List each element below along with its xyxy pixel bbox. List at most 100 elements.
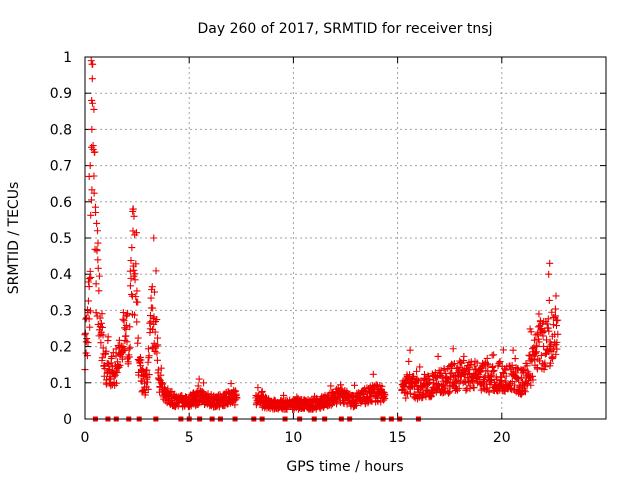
data-point xyxy=(129,227,137,235)
data-point xyxy=(232,390,240,398)
data-point xyxy=(406,389,414,397)
data-point xyxy=(544,315,552,323)
data-point xyxy=(532,331,540,339)
data-point xyxy=(93,247,101,255)
data-point xyxy=(95,287,103,295)
data-point xyxy=(123,311,131,319)
data-point xyxy=(98,310,106,318)
data-point xyxy=(552,312,560,320)
data-point xyxy=(94,256,102,264)
data-point xyxy=(102,347,110,355)
data-point xyxy=(119,315,127,323)
data-point xyxy=(130,212,138,220)
data-point xyxy=(110,373,118,381)
data-point xyxy=(361,388,369,396)
data-point xyxy=(119,308,127,316)
data-point xyxy=(450,360,458,368)
data-point xyxy=(502,372,510,380)
data-point xyxy=(144,385,152,393)
data-point xyxy=(153,349,161,357)
x-tick-label: 10 xyxy=(284,430,302,446)
data-point xyxy=(490,366,498,374)
data-point xyxy=(87,273,95,281)
data-point xyxy=(151,288,159,296)
data-point xyxy=(144,345,152,353)
data-point xyxy=(134,298,142,306)
data-point xyxy=(152,267,160,275)
data-point xyxy=(94,239,102,247)
x-tick-label: 20 xyxy=(493,430,511,446)
data-point xyxy=(372,381,380,389)
data-point xyxy=(157,379,165,387)
data-point xyxy=(88,75,96,83)
data-point xyxy=(351,381,359,389)
data-point xyxy=(337,381,345,389)
data-point xyxy=(96,314,104,322)
data-point xyxy=(509,346,517,354)
data-point xyxy=(129,205,137,213)
data-point xyxy=(378,382,386,390)
data-point xyxy=(427,393,435,401)
data-point xyxy=(493,375,501,383)
data-point xyxy=(537,324,545,332)
data-point xyxy=(144,358,152,366)
data-point xyxy=(533,343,541,351)
data-point xyxy=(86,323,94,331)
data-point xyxy=(112,379,120,387)
data-point xyxy=(108,363,116,371)
data-point xyxy=(545,270,553,278)
data-point xyxy=(449,361,457,369)
data-point xyxy=(92,309,100,317)
data-point xyxy=(553,338,561,346)
data-point xyxy=(460,352,468,360)
data-point xyxy=(485,388,493,396)
chart-title: Day 260 of 2017, SRMTID for receiver tns… xyxy=(198,21,493,37)
data-point xyxy=(132,293,140,301)
y-tick-label: 0.8 xyxy=(50,122,72,138)
y-tick-label: 0.2 xyxy=(50,340,72,356)
data-point xyxy=(143,366,151,374)
data-point xyxy=(200,379,208,387)
data-point xyxy=(157,364,165,372)
data-point xyxy=(513,374,521,382)
data-point xyxy=(204,390,212,398)
data-point xyxy=(528,357,536,365)
data-point xyxy=(258,388,266,396)
data-point xyxy=(133,229,140,237)
data-point xyxy=(484,361,492,369)
data-point xyxy=(154,341,162,349)
data-point xyxy=(497,373,505,381)
data-point xyxy=(549,321,557,329)
data-point xyxy=(553,345,561,353)
data-point xyxy=(381,395,389,403)
data-point xyxy=(92,280,100,288)
data-point xyxy=(90,105,98,113)
data-point xyxy=(416,363,424,371)
data-point xyxy=(132,260,140,268)
data-point xyxy=(119,343,127,351)
data-point xyxy=(149,304,157,312)
data-point xyxy=(499,346,507,354)
data-point xyxy=(86,162,94,170)
data-point xyxy=(178,392,186,400)
data-point xyxy=(489,368,497,376)
data-point xyxy=(474,373,482,381)
data-point xyxy=(535,338,543,346)
data-point xyxy=(294,405,302,413)
data-point xyxy=(540,342,548,350)
data-point xyxy=(126,267,134,275)
data-point xyxy=(546,359,554,367)
data-point xyxy=(94,264,102,272)
data-point xyxy=(108,353,116,361)
y-tick-label: 0.3 xyxy=(50,303,72,319)
data-point xyxy=(87,211,95,219)
y-tick-label: 0.6 xyxy=(50,195,72,211)
x-tick-label: 0 xyxy=(81,430,90,446)
data-point xyxy=(94,227,102,235)
data-point xyxy=(440,366,448,374)
data-point xyxy=(86,275,94,283)
data-point xyxy=(523,362,531,370)
data-point xyxy=(124,355,132,363)
data-points xyxy=(81,57,562,414)
